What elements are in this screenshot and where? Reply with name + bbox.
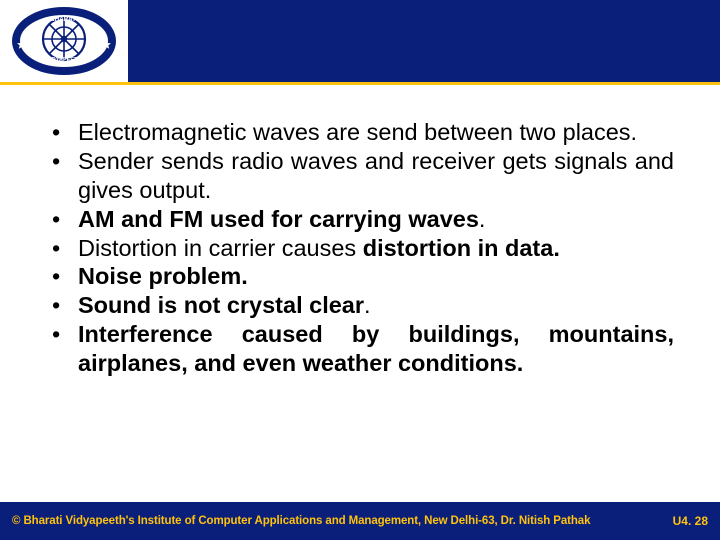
list-item: Noise problem. xyxy=(46,262,674,291)
list-item: Electromagnetic waves are send between t… xyxy=(46,118,674,147)
bullet-text-bold: AM and FM used for carrying waves xyxy=(78,206,479,232)
logo-svg: BHARATI VIDYAPEETH PUNE xyxy=(9,7,119,75)
footer-copyright: © Bharati Vidyapeeth's Institute of Comp… xyxy=(12,515,590,527)
bullet-text-pre: Distortion in carrier causes xyxy=(78,235,363,261)
bullet-text-bold: Sound is not crystal clear xyxy=(78,292,364,318)
bullet-text-bold: Interference caused by buildings, mounta… xyxy=(78,321,674,376)
bullet-text-pre: Sender sends radio waves and receiver ge… xyxy=(78,148,674,203)
list-item: Distortion in carrier causes distortion … xyxy=(46,234,674,263)
footer-pager: U4. 28 xyxy=(673,514,708,528)
logo-text-sub: PUNE xyxy=(57,68,72,74)
bullet-text-post: . xyxy=(364,292,371,318)
bullet-text-bold: distortion in data. xyxy=(363,235,560,261)
header-accent-line xyxy=(0,82,720,85)
logo-text-upper: BHARATI xyxy=(50,16,78,23)
list-item: AM and FM used for carrying waves. xyxy=(46,205,674,234)
bullet-text-post: . xyxy=(479,206,486,232)
institution-logo: BHARATI VIDYAPEETH PUNE xyxy=(0,0,128,82)
bullet-text-bold: Noise problem. xyxy=(78,263,248,289)
list-item: Interference caused by buildings, mounta… xyxy=(46,320,674,378)
slide-content: Electromagnetic waves are send between t… xyxy=(46,118,674,378)
footer-band: © Bharati Vidyapeeth's Institute of Comp… xyxy=(0,502,720,540)
bullet-list: Electromagnetic waves are send between t… xyxy=(46,118,674,378)
logo-text-lower: VIDYAPEETH xyxy=(46,57,81,63)
bullet-text-pre: Electromagnetic waves are send between t… xyxy=(78,119,637,145)
list-item: Sound is not crystal clear. xyxy=(46,291,674,320)
list-item: Sender sends radio waves and receiver ge… xyxy=(46,147,674,205)
